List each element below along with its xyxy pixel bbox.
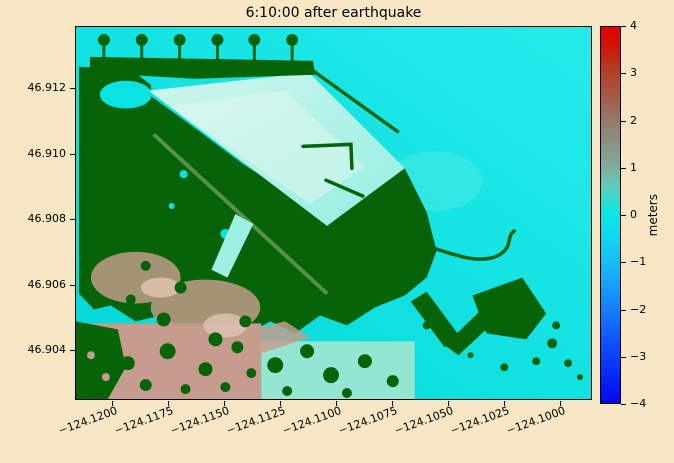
south-jetty-icon <box>357 204 517 261</box>
groin-icon <box>97 33 110 73</box>
colorbar-tick-mark <box>621 310 626 311</box>
y-tick-label: 46.908 <box>27 212 67 225</box>
x-tick-mark <box>448 401 449 406</box>
x-tick-mark <box>224 401 225 406</box>
x-tick-mark <box>504 401 505 406</box>
inner-groin-icon <box>324 178 365 198</box>
colorbar <box>600 26 621 404</box>
groin-icon <box>135 33 148 73</box>
colorbar-tick-mark <box>621 121 626 122</box>
x-tick-label: −124.1000 <box>505 404 568 438</box>
x-tick-label: −124.1175 <box>113 404 176 438</box>
colorbar-tick-label: −1 <box>630 255 647 268</box>
y-tick-mark <box>70 285 75 286</box>
colorbar-tick-label: −2 <box>630 303 647 316</box>
x-tick-mark <box>560 401 561 406</box>
x-tick-label: −124.1150 <box>169 404 232 438</box>
y-tick-mark <box>70 154 75 155</box>
boat-channel <box>211 213 254 278</box>
islet <box>472 277 547 340</box>
pink-lowlands <box>76 132 415 399</box>
map-plot-area <box>75 26 592 400</box>
colorbar-tick-mark <box>621 26 626 27</box>
colorbar-tick-mark <box>621 215 626 216</box>
north-breakwater-icon <box>312 69 400 134</box>
colorbar-axis-label-wrap: meters <box>645 26 661 404</box>
x-tick-label: −124.1025 <box>449 404 512 438</box>
colorbar-tick-label: 2 <box>630 114 637 127</box>
x-tick-mark <box>168 401 169 406</box>
dune-track <box>152 132 329 296</box>
x-tick-label: −124.1200 <box>57 404 120 438</box>
jetty-group <box>301 142 517 261</box>
x-tick-label: −124.1050 <box>393 404 456 438</box>
x-tick-mark <box>112 401 113 406</box>
map-canvas <box>76 27 591 399</box>
x-tick-mark <box>280 401 281 406</box>
tidal-inlet <box>99 80 152 109</box>
groin-icon <box>173 33 186 73</box>
colorbar-tick-mark <box>621 404 626 405</box>
groin-icon <box>211 33 224 73</box>
y-tick-label: 46.912 <box>27 81 67 94</box>
basin-highlight <box>170 90 365 205</box>
x-tick-label: −124.1075 <box>337 404 400 438</box>
north-shore-strip <box>89 56 316 79</box>
groin-icon <box>248 33 261 73</box>
colorbar-tick-mark <box>621 73 626 74</box>
colorbar-tick-mark <box>621 262 626 263</box>
colorbar-tick-mark <box>621 357 626 358</box>
y-tick-label: 46.906 <box>27 278 67 291</box>
y-tick-label: 46.904 <box>27 343 67 356</box>
y-tick-label: 46.910 <box>27 147 67 160</box>
y-tick-mark <box>70 350 75 351</box>
x-tick-mark <box>336 401 337 406</box>
colorbar-tick-mark <box>621 168 626 169</box>
colorbar-tick-label: 0 <box>630 208 637 221</box>
groin-icon <box>286 33 299 73</box>
colorbar-tick-label: −4 <box>630 397 647 410</box>
y-tick-mark <box>70 219 75 220</box>
colorbar-tick-label: −3 <box>630 350 647 363</box>
colorbar-axis-label: meters <box>646 193 660 237</box>
plot-title: 6:10:00 after earthquake <box>245 5 422 21</box>
islet <box>410 291 461 348</box>
x-tick-mark <box>392 401 393 406</box>
y-tick-mark <box>70 88 75 89</box>
vegetation-speckles <box>87 260 399 399</box>
inner-breakwater-icon <box>301 142 354 170</box>
x-tick-label: −124.1125 <box>225 404 288 438</box>
colorbar-tick-label: 1 <box>630 161 637 174</box>
islet-cluster <box>410 277 584 381</box>
colorbar-tick-label: 4 <box>630 19 637 32</box>
x-tick-label: −124.1100 <box>281 404 344 438</box>
groin-field <box>97 33 299 73</box>
colorbar-tick-label: 3 <box>630 66 637 79</box>
